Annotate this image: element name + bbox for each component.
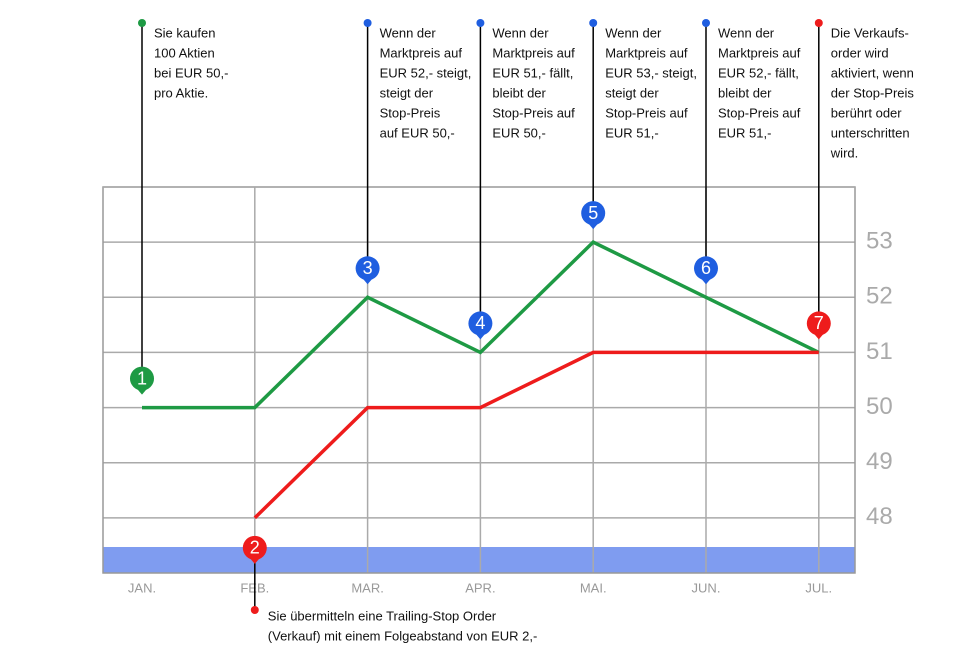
annotation-text: Sie kaufen <box>154 25 215 40</box>
annotation-text: Wenn der <box>718 25 775 40</box>
y-tick-label: 53 <box>866 227 893 254</box>
annotation-text: order wird <box>831 45 889 60</box>
annotation-text: wird. <box>830 145 858 160</box>
marker-label: 4 <box>475 313 485 333</box>
annotation-text: aktiviert, wenn <box>831 65 914 80</box>
annotation-text: Stop-Preis <box>380 105 441 120</box>
annotation-text: Marktpreis auf <box>492 45 575 60</box>
annotation-text: EUR 52,- fällt, <box>718 65 799 80</box>
y-tick-label: 48 <box>866 503 893 530</box>
y-tick-label: 52 <box>866 283 893 310</box>
annotation-dot <box>250 606 259 614</box>
annotation-dot <box>138 19 146 27</box>
x-tick-label: JUN. <box>692 580 721 595</box>
annotation-text: EUR 53,- steigt, <box>605 65 697 80</box>
annotation-text: auf EUR 50,- <box>380 125 455 140</box>
marker-label: 7 <box>814 313 824 333</box>
annotation-text: Wenn der <box>380 25 437 40</box>
series-line <box>142 240 820 410</box>
marker <box>242 535 267 560</box>
annotation-text: 100 Aktien <box>154 45 215 60</box>
annotation-dot <box>589 19 598 27</box>
annotation-text: Stop-Preis auf <box>718 105 801 120</box>
annotation-text: EUR 51,- <box>605 125 658 140</box>
annotation-text: der Stop-Preis <box>831 85 915 100</box>
marker <box>806 311 831 336</box>
annotation-text: Marktpreis auf <box>605 45 688 60</box>
annotation-text: bleibt der <box>718 85 772 100</box>
marker <box>694 256 718 281</box>
y-tick-label: 50 <box>866 393 893 420</box>
annotation-text: Die Verkaufs- <box>831 25 909 40</box>
annotation-text: Marktpreis auf <box>380 45 463 60</box>
marker <box>355 256 380 281</box>
annotation-text: EUR 51,- fällt, <box>492 65 573 80</box>
x-tick-label: JUL. <box>805 580 832 595</box>
annotation-text: berührt oder <box>831 105 902 120</box>
band <box>103 547 855 573</box>
annotation-text: Marktpreis auf <box>718 45 801 60</box>
annotation-text: bleibt der <box>492 85 546 100</box>
x-tick-label: MAR. <box>351 580 384 595</box>
annotation-text: unterschritten <box>831 125 910 140</box>
y-tick-label: 49 <box>866 448 893 475</box>
marker-label: 2 <box>250 538 260 558</box>
annotation-text: Stop-Preis auf <box>492 105 575 120</box>
plot-frame <box>102 186 856 574</box>
annotation-text: Wenn der <box>492 25 549 40</box>
marker-label: 3 <box>363 258 373 278</box>
annotation-text: steigt der <box>605 85 659 100</box>
annotation-dot <box>702 19 710 27</box>
x-tick-label: APR. <box>465 580 495 595</box>
annotation-text: bei EUR 50,- <box>154 65 228 80</box>
x-tick-label: MAI. <box>580 580 607 595</box>
series-line <box>253 350 819 520</box>
annotation-text: pro Aktie. <box>154 85 208 100</box>
x-tick-label: JAN. <box>128 580 156 595</box>
marker-label: 5 <box>588 203 598 223</box>
y-tick-label: 51 <box>866 338 893 365</box>
annotation-dot <box>814 19 823 27</box>
annotation-text: Stop-Preis auf <box>605 105 688 120</box>
annotation-text: steigt der <box>380 85 434 100</box>
annotation-text: (Verkauf) mit einem Folgeabstand von EUR… <box>268 628 538 643</box>
marker <box>581 201 606 226</box>
marker <box>130 366 154 391</box>
marker-label: 1 <box>137 368 147 388</box>
annotation-text: EUR 51,- <box>718 125 771 140</box>
annotation-dot <box>363 19 372 27</box>
marker-label: 6 <box>701 258 711 278</box>
annotation-dot <box>476 19 485 27</box>
annotation-text: EUR 52,- steigt, <box>380 65 472 80</box>
annotation-text: Wenn der <box>605 25 662 40</box>
annotation-text: EUR 50,- <box>492 125 545 140</box>
marker <box>468 311 493 336</box>
annotation-text: Sie übermitteln eine Trailing-Stop Order <box>268 608 497 623</box>
